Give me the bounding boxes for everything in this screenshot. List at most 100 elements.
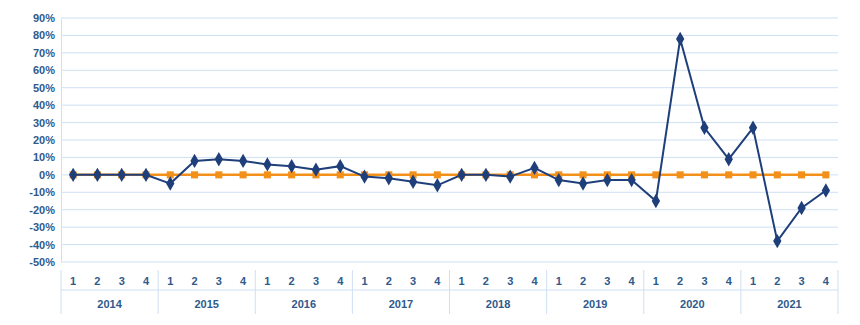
grid-line: [61, 227, 838, 228]
tick-label: 4: [434, 275, 441, 287]
tick-label: 40%: [33, 99, 55, 111]
marker: [677, 171, 684, 178]
grid-line: [61, 87, 838, 88]
marker: [749, 121, 757, 135]
tick-label: 1: [459, 275, 465, 287]
tick-label: 2: [677, 275, 683, 287]
group-label: 2016: [292, 298, 316, 310]
marker: [166, 176, 174, 190]
marker: [822, 171, 829, 178]
marker: [263, 157, 271, 171]
tick: -50%: [29, 256, 61, 268]
tick-label: 1: [750, 275, 756, 287]
tick-label: 1: [556, 275, 562, 287]
tick-label: 50%: [33, 82, 55, 94]
tick: 0%: [39, 169, 61, 181]
grid-line: [61, 35, 838, 36]
tick-label: -10%: [29, 186, 55, 198]
tick-label: 4: [337, 275, 344, 287]
series: [69, 32, 830, 249]
y-axis: -50%-40%-30%-20%-10%0%10%20%30%40%50%60%…: [29, 12, 61, 268]
marker: [773, 234, 781, 248]
tick-label: 70%: [33, 47, 55, 59]
tick-label: 10%: [33, 151, 55, 163]
axis-line: [61, 19, 62, 263]
marker: [288, 159, 296, 173]
marker: [118, 168, 126, 182]
tick-label: 2: [483, 275, 489, 287]
marker: [240, 171, 247, 178]
grid-line: [61, 122, 838, 123]
marker: [700, 121, 708, 135]
marker: [457, 168, 465, 182]
group-separator: [158, 270, 159, 314]
group-separator: [740, 270, 741, 314]
tick-label: -20%: [29, 204, 55, 216]
tick: -10%: [29, 186, 61, 198]
marker: [264, 171, 271, 178]
tick: 80%: [33, 29, 61, 41]
marker: [603, 173, 611, 187]
group-label: 2018: [486, 298, 510, 310]
grid-line: [61, 52, 838, 53]
tick-label: 2: [386, 275, 392, 287]
marker: [482, 168, 490, 182]
grid-line: [61, 140, 838, 141]
tick: -30%: [29, 221, 61, 233]
marker: [798, 171, 805, 178]
tick-label: 1: [653, 275, 659, 287]
marker: [215, 171, 222, 178]
marker: [93, 168, 101, 182]
group-label: 2014: [97, 298, 122, 310]
marker: [701, 171, 708, 178]
tick-label: 2: [94, 275, 100, 287]
tick-label: 1: [361, 275, 367, 287]
marker: [215, 152, 223, 166]
group-separator: [449, 270, 450, 314]
tick-label: 3: [604, 275, 610, 287]
tick: 50%: [33, 82, 61, 94]
tick-label: 4: [629, 275, 636, 287]
marker: [627, 173, 635, 187]
tick: 40%: [33, 99, 61, 111]
group-label: 2015: [194, 298, 218, 310]
group-separator: [643, 270, 644, 314]
tick-label: 3: [410, 275, 416, 287]
tick-label: 2: [580, 275, 586, 287]
x-axis: 1234123412341234123412341234123420142015…: [61, 270, 838, 314]
grid-line: [61, 157, 838, 158]
group-separator: [838, 270, 839, 314]
marker: [579, 176, 587, 190]
tick-label: 3: [701, 275, 707, 287]
tick-label: 4: [823, 275, 830, 287]
marker: [725, 152, 733, 166]
tick-label: 3: [799, 275, 805, 287]
marker: [360, 169, 368, 183]
marker: [69, 168, 77, 182]
marker: [433, 178, 441, 192]
tick-label: 1: [264, 275, 270, 287]
tick-label: 3: [119, 275, 125, 287]
grid: [61, 18, 838, 262]
tick: 60%: [33, 64, 61, 76]
tick: 20%: [33, 134, 61, 146]
group-separator: [255, 270, 256, 314]
tick: 10%: [33, 151, 61, 163]
tick-label: 80%: [33, 29, 55, 41]
tick: 30%: [33, 117, 61, 129]
grid-line: [61, 262, 838, 263]
tick-label: -50%: [29, 256, 55, 268]
tick-label: 4: [531, 275, 538, 287]
chart: -50%-40%-30%-20%-10%0%10%20%30%40%50%60%…: [0, 0, 860, 325]
tick-label: 0%: [39, 169, 55, 181]
series-line: [73, 174, 826, 177]
tick-label: 1: [167, 275, 173, 287]
marker: [336, 159, 344, 173]
group-label: 2017: [389, 298, 413, 310]
group-separator: [61, 270, 62, 314]
tick-label: 30%: [33, 117, 55, 129]
tick-label: 90%: [33, 12, 55, 24]
marker: [530, 161, 538, 175]
group-label: 2019: [583, 298, 607, 310]
grid-line: [61, 244, 838, 245]
